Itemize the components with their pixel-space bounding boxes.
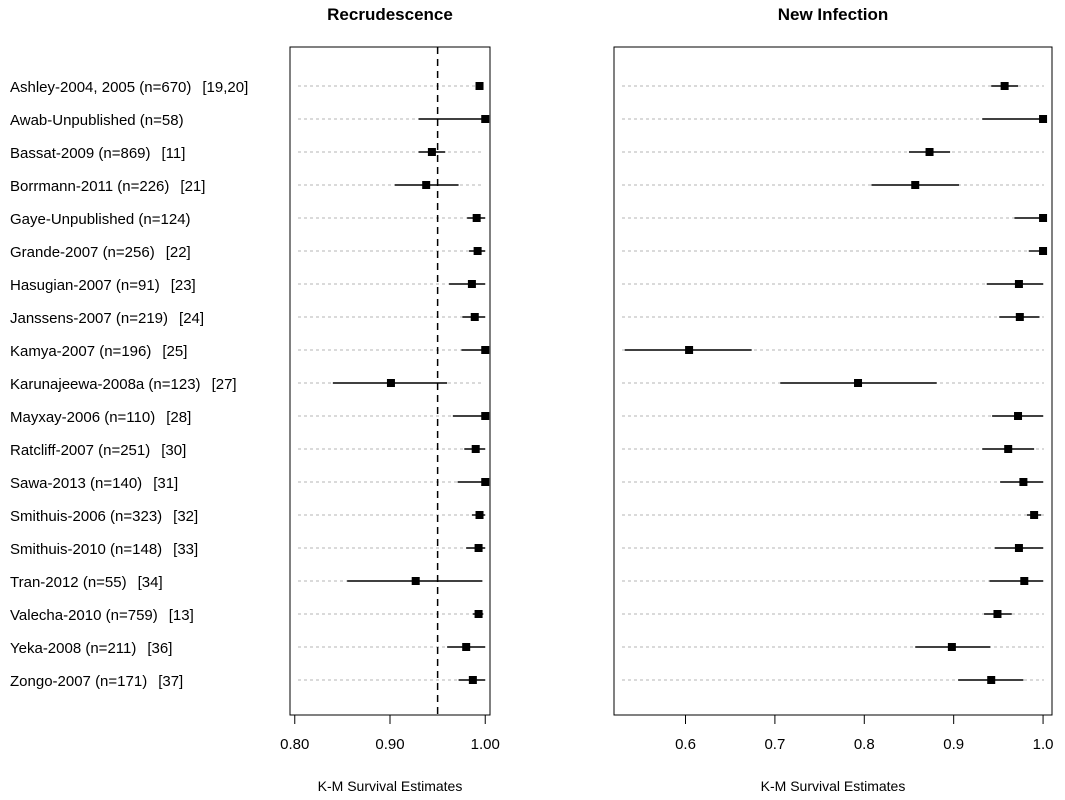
recrudescence-estimate-point xyxy=(468,676,477,684)
right-plot-frame xyxy=(613,46,1053,716)
study-label: Borrmann-2011 (n=226) xyxy=(10,178,169,195)
study-reference: [30] xyxy=(161,442,186,459)
study-reference: [31] xyxy=(153,475,178,492)
study-label: Hasugian-2007 (n=91) xyxy=(10,277,160,294)
new-infection-estimate-point xyxy=(1000,82,1009,90)
left-gridlines xyxy=(298,85,482,681)
recrudescence-estimate-point xyxy=(427,148,436,156)
new-infection-estimate-point xyxy=(1014,544,1023,552)
new-infection-estimate-point xyxy=(1019,478,1028,486)
new-infection-x-tick-label: 0.9 xyxy=(943,736,964,753)
study-label: Ashley-2004, 2005 (n=670) xyxy=(10,79,191,96)
study-label: Awab-Unpublished (n=58) xyxy=(10,112,184,129)
new-infection-estimate-point xyxy=(947,643,956,651)
study-label: Tran-2012 (n=55) xyxy=(10,574,127,591)
study-reference: [13] xyxy=(169,607,194,624)
new-infection-estimate-point xyxy=(1015,313,1024,321)
study-reference: [37] xyxy=(158,673,183,690)
recrudescence-estimate-point xyxy=(481,478,490,486)
new-infection-estimate-point xyxy=(1004,445,1013,453)
new-infection-estimate-point xyxy=(1014,280,1023,288)
study-reference: [27] xyxy=(212,376,237,393)
study-label: Bassat-2009 (n=869) xyxy=(10,145,151,162)
right-gridlines xyxy=(622,85,1044,681)
recrudescence-estimate-point xyxy=(411,577,420,585)
study-reference: [25] xyxy=(162,343,187,360)
new-infection-estimate-point xyxy=(1030,511,1039,519)
study-label: Gaye-Unpublished (n=124) xyxy=(10,211,191,228)
new-infection-estimate-point xyxy=(854,379,863,387)
study-reference: [22] xyxy=(166,244,191,261)
study-label: Ratcliff-2007 (n=251) xyxy=(10,442,150,459)
recrudescence-estimate-point xyxy=(422,181,431,189)
study-reference: [34] xyxy=(138,574,163,591)
study-label: Zongo-2007 (n=171) xyxy=(10,673,147,690)
study-reference: [21] xyxy=(180,178,205,195)
recrudescence-x-tick-label: 0.90 xyxy=(375,736,404,753)
study-reference: [24] xyxy=(179,310,204,327)
recrudescence-estimate-point xyxy=(474,610,483,618)
study-reference: [36] xyxy=(147,640,172,657)
new-infection-x-tick-label: 1.0 xyxy=(1033,736,1054,753)
recrudescence-estimate-point xyxy=(474,544,483,552)
study-reference: [32] xyxy=(173,508,198,525)
study-label: Yeka-2008 (n=211) xyxy=(10,640,136,657)
study-reference: [33] xyxy=(173,541,198,558)
left-marks xyxy=(332,82,490,684)
recrudescence-estimate-point xyxy=(386,379,395,387)
study-label: Sawa-2013 (n=140) xyxy=(10,475,142,492)
recrudescence-x-tick-label: 1.00 xyxy=(471,736,500,753)
new-infection-x-tick-label: 0.6 xyxy=(675,736,696,753)
recrudescence-estimate-point xyxy=(475,511,484,519)
recrudescence-estimate-point xyxy=(481,412,490,420)
study-label: Smithuis-2006 (n=323) xyxy=(10,508,162,525)
new-infection-estimate-point xyxy=(987,676,996,684)
study-reference: [28] xyxy=(166,409,191,426)
new-infection-estimate-point xyxy=(925,148,934,156)
recrudescence-estimate-point xyxy=(473,247,482,255)
right-marks xyxy=(624,82,1048,684)
recrudescence-estimate-point xyxy=(470,313,479,321)
study-labels: Ashley-2004, 2005 (n=670) [19,20] Awab-Unp… xyxy=(10,79,248,690)
recrudescence-x-tick-label: 0.80 xyxy=(280,736,309,753)
recrudescence-estimate-point xyxy=(462,643,471,651)
recrudescence-estimate-point xyxy=(471,445,480,453)
study-label: Karunajeewa-2008a (n=123) xyxy=(10,376,201,393)
left-x-axis-label: K-M Survival Estimates xyxy=(318,778,463,794)
recrudescence-estimate-point xyxy=(467,280,476,288)
recrudescence-estimate-point xyxy=(481,346,490,354)
study-label: Smithuis-2010 (n=148) xyxy=(10,541,162,558)
new-infection-estimate-point xyxy=(1014,412,1023,420)
new-infection-estimate-point xyxy=(1020,577,1029,585)
right-x-axis: 0.6 0.7 0.8 0.9 1.0 xyxy=(675,715,1053,753)
new-infection-estimate-point xyxy=(993,610,1002,618)
study-label: Kamya-2007 (n=196) xyxy=(10,343,151,360)
recrudescence-estimate-point xyxy=(472,214,481,222)
new-infection-panel: New Infection 0.6 0.7 0.8 0.9 1.0 K-M Surviv… xyxy=(613,5,1053,794)
new-infection-estimate-point xyxy=(685,346,694,354)
new-infection-estimate-point xyxy=(911,181,920,189)
study-reference: [19,20] xyxy=(202,79,248,96)
recrudescence-title: Recrudescence xyxy=(327,5,453,24)
new-infection-title: New Infection xyxy=(778,5,889,24)
study-label: Grande-2007 (n=256) xyxy=(10,244,155,261)
recrudescence-estimate-point xyxy=(481,115,490,123)
study-reference: [11] xyxy=(162,145,186,162)
new-infection-x-tick-label: 0.7 xyxy=(764,736,785,753)
right-x-axis-label: K-M Survival Estimates xyxy=(761,778,906,794)
recrudescence-panel: Recrudescence 0.80 0.90 1.00 Ashley-2004, … xyxy=(10,5,500,794)
recrudescence-estimate-point xyxy=(475,82,484,90)
new-infection-x-tick-label: 0.8 xyxy=(854,736,875,753)
new-infection-estimate-point xyxy=(1039,214,1048,222)
study-label: Janssens-2007 (n=219) xyxy=(10,310,168,327)
new-infection-estimate-point xyxy=(1039,247,1048,255)
study-reference: [23] xyxy=(171,277,196,294)
study-label: Mayxay-2006 (n=110) xyxy=(10,409,155,426)
left-x-axis: 0.80 0.90 1.00 xyxy=(280,715,500,753)
study-label: Valecha-2010 (n=759) xyxy=(10,607,158,624)
new-infection-estimate-point xyxy=(1039,115,1048,123)
